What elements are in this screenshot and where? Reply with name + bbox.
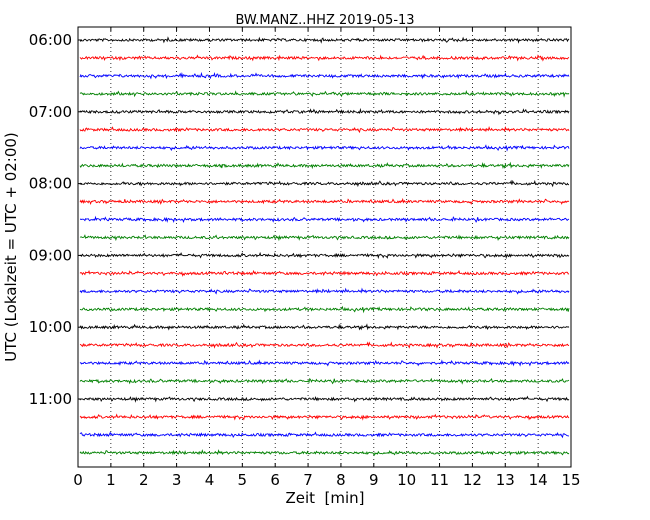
grid-lines: [110, 27, 539, 467]
y-tick-label: 11:00: [29, 390, 72, 408]
trace-line: [79, 144, 570, 152]
trace-line: [79, 36, 570, 44]
trace-line: [79, 269, 570, 277]
x-tick-label: 1: [106, 471, 116, 489]
trace-line: [79, 287, 570, 295]
y-axis-label: UTC (Lokalzeit = UTC + 02:00): [2, 132, 20, 362]
trace-line: [79, 161, 570, 170]
trace-line: [79, 305, 570, 314]
x-tick-label: 11: [430, 471, 449, 489]
x-tick-label: 7: [303, 471, 313, 489]
x-tick-label: 10: [397, 471, 416, 489]
trace-line: [79, 54, 570, 62]
plot-frame: [77, 26, 572, 468]
trace-line: [79, 125, 570, 134]
y-tick-label: 10:00: [29, 318, 72, 336]
trace-line: [79, 359, 570, 367]
y-tick-label: 09:00: [29, 246, 72, 264]
x-axis-ticks: 0 1 2 3 4 5 6 7 8 9 10 11 12 13 14 15: [73, 27, 581, 489]
trace-line: [79, 341, 570, 349]
x-tick-label: 3: [172, 471, 182, 489]
x-tick-label: 12: [463, 471, 482, 489]
trace-line: [79, 90, 570, 98]
trace-line: [79, 179, 570, 188]
traces-group: [79, 36, 570, 457]
x-tick-label: 0: [73, 471, 83, 489]
trace-line: [79, 449, 570, 457]
trace-line: [79, 251, 570, 260]
trace-line: [79, 431, 570, 439]
trace-line: [79, 215, 570, 223]
trace-line: [79, 197, 570, 206]
x-tick-label: 6: [270, 471, 280, 489]
trace-line: [79, 107, 570, 116]
x-tick-label: 15: [561, 471, 580, 489]
y-tick-label: 07:00: [29, 103, 72, 121]
x-axis-label: Zeit [min]: [285, 489, 364, 507]
y-axis-ticks: 06:00 07:00 08:00 09:00 10:00 11:00: [29, 31, 82, 408]
x-tick-label: 13: [496, 471, 515, 489]
x-tick-label: 8: [336, 471, 346, 489]
y-tick-label: 08:00: [29, 175, 72, 193]
y-tick-label: 06:00: [29, 31, 72, 49]
trace-line: [79, 413, 570, 421]
chart-title: BW.MANZ..HHZ 2019-05-13: [235, 13, 414, 28]
x-tick-label: 4: [205, 471, 215, 489]
trace-line: [79, 323, 570, 331]
trace-line: [79, 234, 570, 242]
x-tick-label: 14: [529, 471, 548, 489]
trace-line: [79, 71, 570, 80]
x-tick-label: 9: [369, 471, 379, 489]
x-tick-label: 2: [139, 471, 149, 489]
trace-line: [79, 395, 570, 403]
trace-line: [79, 377, 570, 385]
x-tick-label: 5: [238, 471, 248, 489]
